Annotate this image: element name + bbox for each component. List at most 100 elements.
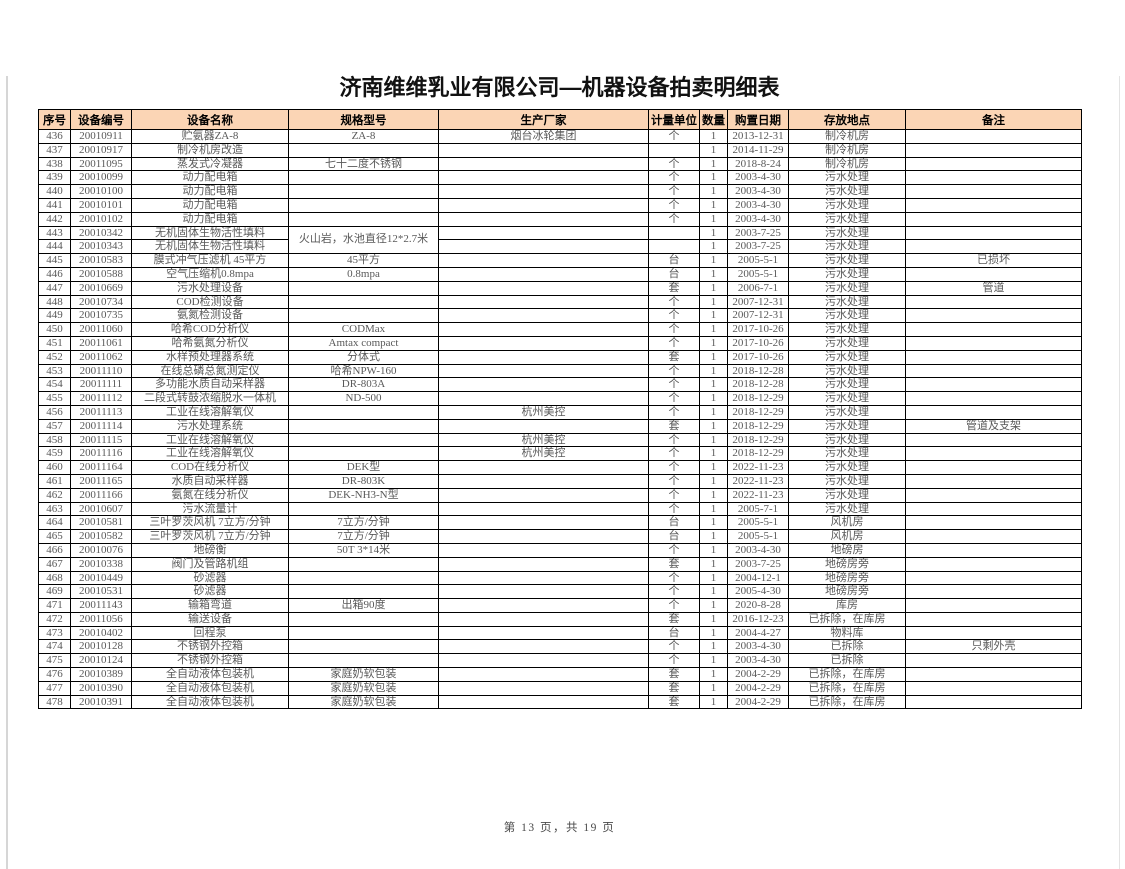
cell-477-qty: 1 [699, 680, 728, 696]
table-row-444: 444 20010343 无机固体生物活性填料 1 2003-7-25 污水处理 [38, 239, 1082, 255]
cell-463-equip-no: 20010607 [70, 501, 132, 517]
cell-467-name: 阀门及管路机组 [131, 556, 289, 572]
cell-472-unit: 套 [648, 611, 700, 627]
cell-448-manufacturer [438, 294, 649, 310]
cell-451-purchase-date: 2017-10-26 [727, 335, 789, 351]
cell-464-manufacturer [438, 515, 649, 531]
cell-456-name: 工业在线溶解氧仪 [131, 404, 289, 420]
header-cell-qty: 数量 [699, 109, 728, 130]
cell-473-qty: 1 [699, 625, 728, 641]
table-row-446: 446 20010588 空气压缩机0.8mpa 0.8mpa 台 1 2005-5-1 污水… [38, 266, 1082, 282]
cell-447-purchase-date: 2006-7-1 [727, 280, 789, 296]
cell-464-unit: 台 [648, 515, 700, 531]
cell-466-unit: 个 [648, 542, 700, 558]
header-cell-spec: 规格型号 [288, 109, 439, 130]
cell-458-purchase-date: 2018-12-29 [727, 432, 789, 448]
cell-473-location: 物料库 [788, 625, 906, 641]
cell-445-remark: 已损坏 [905, 253, 1082, 268]
cell-473-spec [288, 625, 439, 641]
cell-464-equip-no: 20010581 [70, 515, 132, 531]
cell-449-name: 氨氮检测设备 [131, 308, 289, 324]
cell-466-purchase-date: 2003-4-30 [727, 542, 789, 558]
cell-474-equip-no: 20010128 [70, 639, 132, 655]
cell-438-manufacturer [438, 156, 649, 172]
cell-451-manufacturer [438, 335, 649, 351]
cell-449-spec [288, 308, 439, 324]
cell-449-qty: 1 [699, 308, 728, 324]
cell-454-location: 污水处理 [788, 377, 906, 393]
cell-477-manufacturer [438, 680, 649, 696]
header-cell-remark: 备注 [905, 109, 1082, 130]
cell-436-manufacturer: 烟台冰轮集团 [438, 129, 649, 144]
cell-441-spec [288, 197, 439, 213]
cell-441-index: 441 [38, 197, 71, 213]
cell-474-spec [288, 639, 439, 655]
cell-474-remark: 只剩外壳 [905, 639, 1082, 655]
cell-443-equip-no: 20010342 [70, 225, 132, 241]
cell-477-spec: 家庭奶软包装 [288, 680, 439, 696]
cell-475-spec [288, 653, 439, 669]
cell-459-purchase-date: 2018-12-29 [727, 446, 789, 462]
table-row-471: 471 20011143 输箱弯道 出箱90度 个 1 2020-8-28 库房 [38, 598, 1082, 613]
cell-448-name: COD检测设备 [131, 294, 289, 310]
cell-476-remark [905, 667, 1082, 682]
cell-457-remark: 管道及支架 [905, 418, 1082, 434]
table-row-441: 441 20010101 动力配电箱 个 1 2003-4-30 污水处理 [38, 197, 1082, 213]
header-cell-unit: 计量单位 [648, 109, 700, 130]
cell-469-manufacturer [438, 584, 649, 600]
cell-441-qty: 1 [699, 197, 728, 213]
cell-465-index: 465 [38, 529, 71, 544]
cell-456-purchase-date: 2018-12-29 [727, 404, 789, 420]
cell-444-index: 444 [38, 239, 71, 255]
cell-476-index: 476 [38, 667, 71, 682]
cell-476-equip-no: 20010389 [70, 667, 132, 682]
cell-461-spec: DR-803K [288, 473, 439, 489]
cell-478-index: 478 [38, 694, 71, 710]
cell-467-qty: 1 [699, 556, 728, 572]
cell-461-equip-no: 20011165 [70, 473, 132, 489]
cell-442-manufacturer [438, 211, 649, 227]
cell-476-location: 已拆除，在库房 [788, 667, 906, 682]
cell-462-purchase-date: 2022-11-23 [727, 487, 789, 503]
cell-451-name: 哈希氨氮分析仪 [131, 335, 289, 351]
cell-458-location: 污水处理 [788, 432, 906, 448]
cell-463-manufacturer [438, 501, 649, 517]
cell-459-name: 工业在线溶解氧仪 [131, 446, 289, 462]
cell-457-name: 污水处理系统 [131, 418, 289, 434]
cell-475-name: 不锈钢外控箱 [131, 653, 289, 669]
cell-462-equip-no: 20011166 [70, 487, 132, 503]
cell-467-location: 地磅房旁 [788, 556, 906, 572]
cell-450-qty: 1 [699, 322, 728, 337]
cell-437-unit [648, 142, 700, 158]
cell-438-location: 制冷机房 [788, 156, 906, 172]
cell-455-name: 二段式转鼓浓缩脱水一体机 [131, 391, 289, 406]
cell-460-spec: DEK型 [288, 460, 439, 475]
cell-461-qty: 1 [699, 473, 728, 489]
cell-449-equip-no: 20010735 [70, 308, 132, 324]
cell-447-manufacturer [438, 280, 649, 296]
cell-474-manufacturer [438, 639, 649, 655]
cell-448-index: 448 [38, 294, 71, 310]
cell-462-remark [905, 487, 1082, 503]
cell-475-remark [905, 653, 1082, 669]
cell-464-index: 464 [38, 515, 71, 531]
cell-468-qty: 1 [699, 570, 728, 586]
cell-436-location: 制冷机房 [788, 129, 906, 144]
cell-478-remark [905, 694, 1082, 710]
cell-461-location: 污水处理 [788, 473, 906, 489]
cell-441-equip-no: 20010101 [70, 197, 132, 213]
cell-446-location: 污水处理 [788, 266, 906, 282]
cell-462-spec: DEK-NH3-N型 [288, 487, 439, 503]
cell-471-name: 输箱弯道 [131, 598, 289, 613]
table-row-461: 461 20011165 水质自动采样器 DR-803K 个 1 2022-11-23 污水处… [38, 473, 1082, 489]
cell-453-location: 污水处理 [788, 363, 906, 379]
cell-448-purchase-date: 2007-12-31 [727, 294, 789, 310]
cell-437-name: 制冷机房改造 [131, 142, 289, 158]
cell-450-index: 450 [38, 322, 71, 337]
cell-455-location: 污水处理 [788, 391, 906, 406]
cell-439-qty: 1 [699, 170, 728, 186]
cell-469-name: 砂滤器 [131, 584, 289, 600]
cell-439-remark [905, 170, 1082, 186]
cell-474-name: 不锈钢外控箱 [131, 639, 289, 655]
cell-468-equip-no: 20010449 [70, 570, 132, 586]
